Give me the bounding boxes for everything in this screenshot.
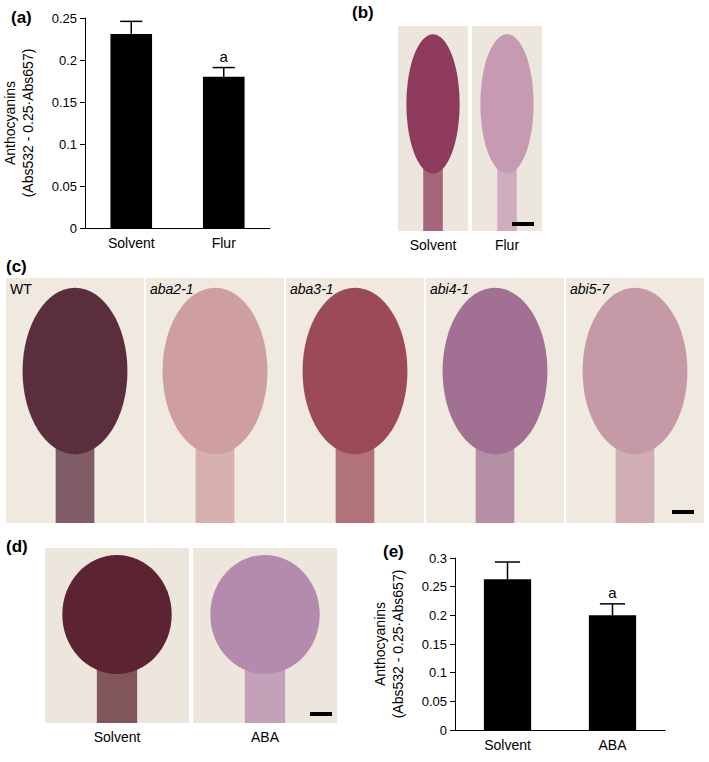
- svg-text:abi5-7: abi5-7: [570, 281, 610, 297]
- svg-text:0: 0: [70, 221, 77, 236]
- svg-text:(d): (d): [6, 537, 28, 556]
- svg-text:(c): (c): [6, 257, 27, 276]
- svg-text:0.05: 0.05: [422, 694, 447, 709]
- svg-text:0.05: 0.05: [52, 179, 77, 194]
- svg-text:0.2: 0.2: [429, 608, 447, 623]
- svg-text:Solvent: Solvent: [108, 235, 155, 251]
- svg-text:aba2-1: aba2-1: [150, 281, 194, 297]
- svg-text:(b): (b): [352, 3, 374, 22]
- svg-text:a: a: [608, 584, 617, 601]
- svg-text:Anthocyanins: Anthocyanins: [2, 81, 18, 165]
- svg-text:0.2: 0.2: [59, 53, 77, 68]
- svg-text:(Abs532 - 0.25·Abs657): (Abs532 - 0.25·Abs657): [390, 570, 406, 719]
- svg-text:(a): (a): [11, 8, 32, 27]
- svg-text:(Abs532 - 0.25·Abs657): (Abs532 - 0.25·Abs657): [20, 49, 36, 198]
- svg-text:ABA: ABA: [598, 737, 627, 753]
- svg-text:ABA: ABA: [251, 729, 280, 745]
- svg-text:0.1: 0.1: [429, 665, 447, 680]
- svg-text:0.3: 0.3: [429, 551, 447, 566]
- svg-text:0.25: 0.25: [422, 579, 447, 594]
- svg-text:0: 0: [440, 723, 447, 738]
- svg-text:abi4-1: abi4-1: [430, 281, 469, 297]
- svg-text:Flur: Flur: [495, 237, 519, 253]
- svg-text:Solvent: Solvent: [410, 237, 457, 253]
- svg-text:0.15: 0.15: [422, 637, 447, 652]
- svg-text:a: a: [220, 48, 229, 65]
- svg-text:Solvent: Solvent: [94, 729, 141, 745]
- svg-text:WT: WT: [10, 281, 32, 297]
- svg-text:(e): (e): [383, 542, 404, 561]
- svg-text:Flur: Flur: [212, 235, 236, 251]
- svg-text:0.25: 0.25: [52, 11, 77, 26]
- svg-text:aba3-1: aba3-1: [290, 281, 334, 297]
- svg-text:0.1: 0.1: [59, 137, 77, 152]
- svg-text:Anthocyanins: Anthocyanins: [372, 602, 388, 686]
- svg-text:0.15: 0.15: [52, 95, 77, 110]
- svg-text:Solvent: Solvent: [484, 737, 531, 753]
